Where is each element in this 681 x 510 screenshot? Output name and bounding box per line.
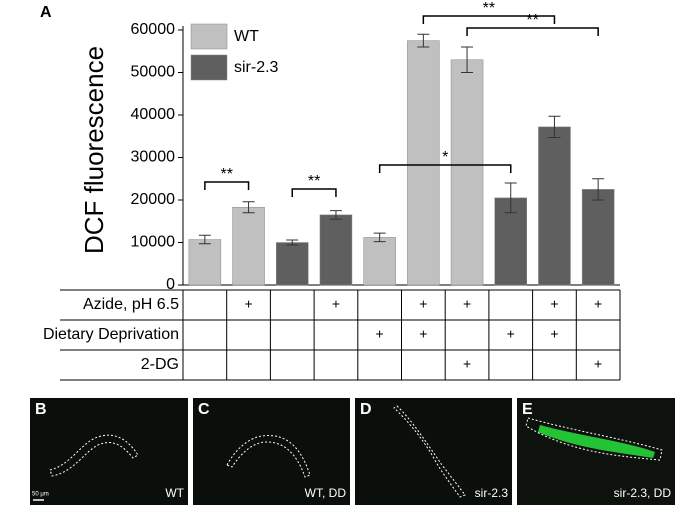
error-bar <box>592 178 605 201</box>
error-bar <box>373 232 386 243</box>
table-cell: + <box>244 296 252 312</box>
table-cell: + <box>463 296 471 312</box>
worm-outline <box>525 417 663 461</box>
panel-letter: A <box>40 4 52 21</box>
error-bar <box>461 46 474 73</box>
y-tick-label: 40000 <box>131 106 176 123</box>
panel-caption: sir-2.3, DD <box>614 486 672 500</box>
bar <box>581 189 615 286</box>
y-tick-label: 30000 <box>131 149 176 166</box>
panel-caption: WT <box>165 486 184 500</box>
worm-outline <box>49 434 139 477</box>
error-bar <box>329 210 342 220</box>
error-bar <box>286 239 299 246</box>
significance-label: ** <box>308 173 320 190</box>
table-cell: + <box>594 356 602 372</box>
worm-fluorescence <box>538 425 655 458</box>
table-cell: + <box>463 356 471 372</box>
legend-swatch <box>190 54 228 81</box>
y-tick-label: 20000 <box>131 191 176 208</box>
micrograph <box>193 398 350 505</box>
bar <box>319 214 353 286</box>
row-label: 2-DG <box>141 356 179 373</box>
bar <box>450 59 484 286</box>
significance-bracket <box>466 27 599 36</box>
bar <box>407 40 440 286</box>
significance-bracket <box>204 181 250 190</box>
error-bar <box>548 115 561 139</box>
panel-caption: WT, DD <box>305 486 347 500</box>
panel-caption: sir-2.3 <box>475 486 509 500</box>
y-tick-label: 10000 <box>131 234 176 251</box>
micrograph <box>355 398 512 505</box>
table-cell: + <box>419 296 427 312</box>
bar <box>276 242 309 286</box>
error-bar <box>198 234 211 245</box>
worm-outline <box>226 435 311 478</box>
scale-label: 50 μm <box>32 492 49 498</box>
table-cell: + <box>507 326 515 342</box>
error-bar <box>504 182 517 214</box>
significance-label: ** <box>483 0 495 17</box>
panel-letter: B <box>35 401 47 418</box>
error-bar <box>417 33 430 48</box>
bar <box>538 126 571 286</box>
micrograph <box>30 398 188 505</box>
row-label: Dietary Deprivation <box>43 326 179 343</box>
panel-letter: E <box>522 401 533 418</box>
legend-label: WT <box>234 28 259 45</box>
table-cell: + <box>550 326 558 342</box>
error-bar <box>242 201 255 214</box>
bar <box>232 206 265 286</box>
significance-bracket <box>291 188 337 197</box>
y-tick-label: 60000 <box>131 21 176 38</box>
significance-label: ** <box>526 12 538 29</box>
significance-label: ** <box>220 166 232 183</box>
table-cell: + <box>550 296 558 312</box>
significance-label: * <box>442 149 448 166</box>
legend-swatch <box>190 23 228 50</box>
legend-label: sir-2.3 <box>234 59 279 76</box>
panel-letter: C <box>198 401 210 418</box>
significance-bracket <box>378 164 512 173</box>
row-label: Azide, pH 6.5 <box>83 296 179 313</box>
y-tick-label: 0 <box>166 276 175 293</box>
table-cell: + <box>594 296 602 312</box>
significance-bracket <box>422 15 556 24</box>
table-cell: + <box>332 296 340 312</box>
table-cell: + <box>376 326 384 342</box>
y-axis-label: DCF fluorescence <box>79 46 109 254</box>
bar <box>188 239 222 286</box>
panel-letter: D <box>360 401 372 418</box>
bar <box>363 237 396 286</box>
y-tick-label: 50000 <box>131 64 176 81</box>
table-cell: + <box>419 326 427 342</box>
